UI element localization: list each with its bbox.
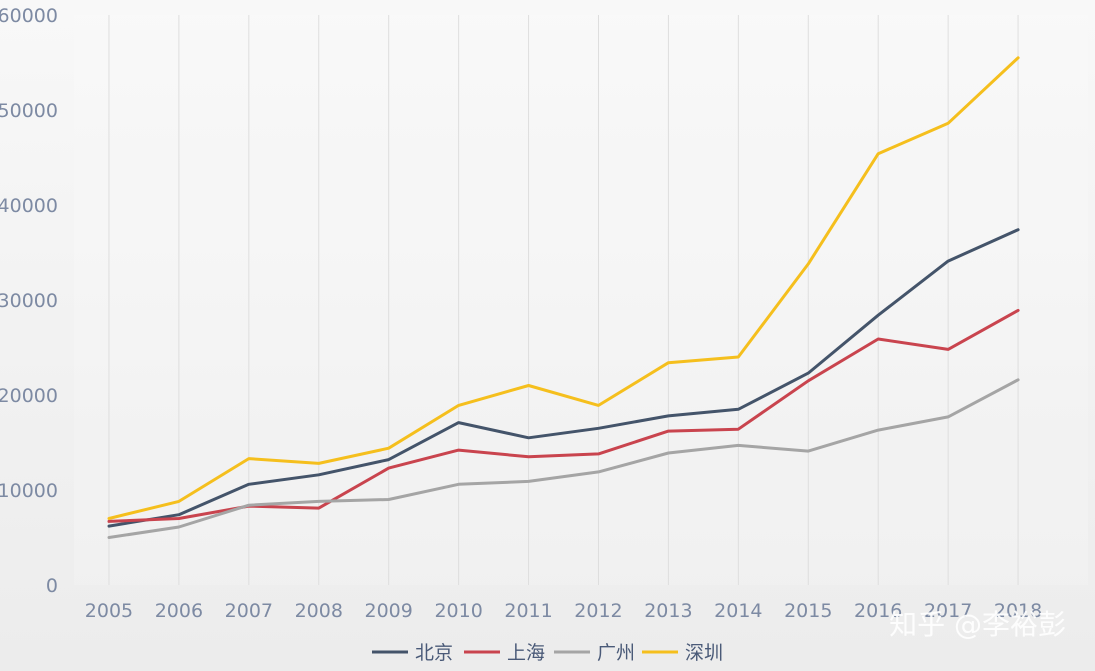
grid-lines bbox=[74, 15, 1088, 585]
y-tick-label: 30000 bbox=[0, 290, 58, 312]
x-tick-label: 2008 bbox=[295, 600, 343, 622]
series-line-3 bbox=[107, 378, 1020, 539]
legend-label: 北京 bbox=[415, 642, 453, 664]
plot-area bbox=[74, 15, 1088, 585]
legend-item: 北京 bbox=[372, 642, 453, 664]
x-tick-label: 2011 bbox=[504, 600, 552, 622]
x-tick-label: 2014 bbox=[714, 600, 762, 622]
legend-item: 上海 bbox=[464, 642, 545, 664]
x-tick-label: 2015 bbox=[784, 600, 832, 622]
y-tick-label: 0 bbox=[46, 575, 58, 597]
x-tick-label: 2018 bbox=[994, 600, 1042, 622]
x-tick-label: 2005 bbox=[85, 600, 133, 622]
y-tick-label: 20000 bbox=[0, 385, 58, 407]
x-tick-label: 2009 bbox=[365, 600, 413, 622]
series-lines bbox=[107, 56, 1020, 539]
x-tick-label: 2017 bbox=[924, 600, 972, 622]
x-tick-label: 2016 bbox=[854, 600, 902, 622]
x-axis: 2005 2006 2007 2008 2009 2010 2011 2012 2013 2014… bbox=[85, 600, 1042, 622]
series-line-4 bbox=[107, 56, 1020, 520]
watermark-text: 知乎 @李裕彭 bbox=[889, 608, 1066, 641]
y-tick-label: 50000 bbox=[0, 100, 58, 122]
legend-item: 深圳 bbox=[642, 642, 723, 664]
legend-item: 广州 bbox=[554, 642, 635, 664]
legend-label: 广州 bbox=[597, 642, 635, 664]
x-tick-label: 2012 bbox=[574, 600, 622, 622]
y-tick-label: 60000 bbox=[0, 5, 58, 27]
y-tick-label: 40000 bbox=[0, 195, 58, 217]
y-axis: 0 10000 20000 30000 40000 50000 60000 bbox=[0, 5, 58, 597]
y-tick-label: 10000 bbox=[0, 480, 58, 502]
x-tick-label: 2006 bbox=[155, 600, 203, 622]
legend-label: 深圳 bbox=[685, 642, 723, 664]
legend-label: 上海 bbox=[507, 642, 545, 664]
series-line-2 bbox=[107, 308, 1020, 523]
x-tick-label: 2013 bbox=[644, 600, 692, 622]
x-tick-label: 2010 bbox=[434, 600, 482, 622]
legend: 北京 上海 广州 深圳 bbox=[372, 642, 723, 664]
series-line-1 bbox=[107, 228, 1020, 528]
x-tick-label: 2007 bbox=[225, 600, 273, 622]
